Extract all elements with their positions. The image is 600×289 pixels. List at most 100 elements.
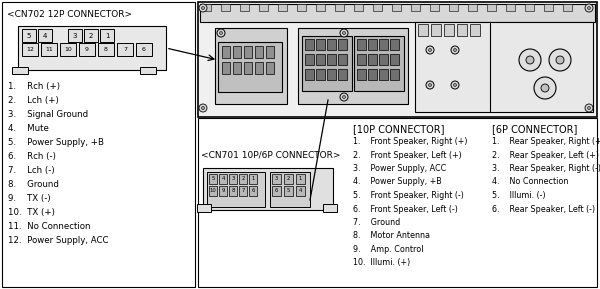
Bar [84,29,98,42]
Circle shape [585,104,593,112]
Bar [229,174,237,184]
Text: 6.    Rear Speaker, Left (-): 6. Rear Speaker, Left (-) [492,205,595,214]
Text: 4.    No Connection: 4. No Connection [492,177,568,186]
Circle shape [534,77,556,99]
Circle shape [541,84,549,92]
Bar [316,39,325,50]
Text: <CN702 12P CONNECTOR>: <CN702 12P CONNECTOR> [7,10,132,19]
Bar [98,43,114,56]
Text: 2: 2 [287,177,290,181]
Bar [38,29,52,42]
Text: 10.  TX (+): 10. TX (+) [8,208,55,217]
Bar [316,4,325,11]
Bar [198,2,597,117]
Bar [18,26,166,70]
Bar [207,172,265,207]
Bar [444,24,454,36]
Text: 9: 9 [85,47,89,52]
Text: 2.    Lch (+): 2. Lch (+) [8,96,59,105]
Bar [430,4,439,11]
Bar [255,46,263,58]
Bar [272,174,281,184]
Circle shape [202,107,205,110]
Bar [338,69,347,80]
Circle shape [428,84,431,86]
Text: 3.    Signal Ground: 3. Signal Ground [8,110,88,119]
Bar [219,174,227,184]
Bar [335,4,344,11]
Bar [449,4,458,11]
Circle shape [587,107,590,110]
Bar [418,24,428,36]
Bar [470,24,480,36]
Bar [233,62,241,74]
Text: [6P CONNECTOR]: [6P CONNECTOR] [492,124,577,134]
Bar [354,36,404,91]
Bar [60,43,76,56]
Bar [379,69,388,80]
Bar [338,39,347,50]
Bar [222,62,230,74]
Bar [327,54,336,65]
Bar [298,28,408,104]
Bar [544,4,553,11]
Bar [200,4,595,22]
Bar [229,186,237,196]
Text: 10: 10 [64,47,72,52]
Text: 1: 1 [299,177,302,181]
Text: 7.    Ground: 7. Ground [353,218,400,227]
Bar [209,186,217,196]
Bar [390,69,399,80]
Bar [270,172,310,207]
Bar [272,186,281,196]
Text: 11.  No Connection: 11. No Connection [8,222,91,231]
Bar [202,4,211,11]
Circle shape [199,4,207,12]
Bar [390,54,399,65]
Bar [357,54,366,65]
Bar [392,4,401,11]
Text: 9: 9 [221,188,224,194]
Bar [198,118,597,287]
Text: 4: 4 [221,177,224,181]
Text: 3: 3 [232,177,235,181]
Bar [218,42,282,92]
Circle shape [343,95,346,99]
Circle shape [519,49,541,71]
Bar [240,4,249,11]
Text: 12.  Power Supply, ACC: 12. Power Supply, ACC [8,236,109,245]
Bar [244,46,252,58]
Bar [233,46,241,58]
Bar [563,4,572,11]
Text: 6: 6 [275,188,278,194]
Text: 5.    Illumi. (-): 5. Illumi. (-) [492,191,545,200]
Bar [305,54,314,65]
Bar [203,168,333,210]
Circle shape [585,4,593,12]
Bar [219,186,227,196]
Bar [390,39,399,50]
Circle shape [202,6,205,10]
Text: 2: 2 [89,32,93,38]
Bar [12,67,28,74]
Text: 1.    Rear Speaker, Right (+): 1. Rear Speaker, Right (+) [492,137,600,146]
Bar [41,43,57,56]
Text: 8: 8 [104,47,108,52]
Text: 5: 5 [287,188,290,194]
Bar [284,186,293,196]
Bar [379,54,388,65]
Bar [249,174,257,184]
Circle shape [454,49,457,51]
Bar [239,174,247,184]
Text: 8.    Ground: 8. Ground [8,180,59,189]
Circle shape [454,84,457,86]
Text: 4: 4 [43,32,47,38]
Bar [316,69,325,80]
Text: 5: 5 [211,177,215,181]
Bar [296,186,305,196]
Bar [284,174,293,184]
Bar [525,4,534,11]
Bar [316,54,325,65]
Bar [2,2,195,287]
Text: <CN701 10P/6P CONNECTOR>: <CN701 10P/6P CONNECTOR> [201,150,341,159]
